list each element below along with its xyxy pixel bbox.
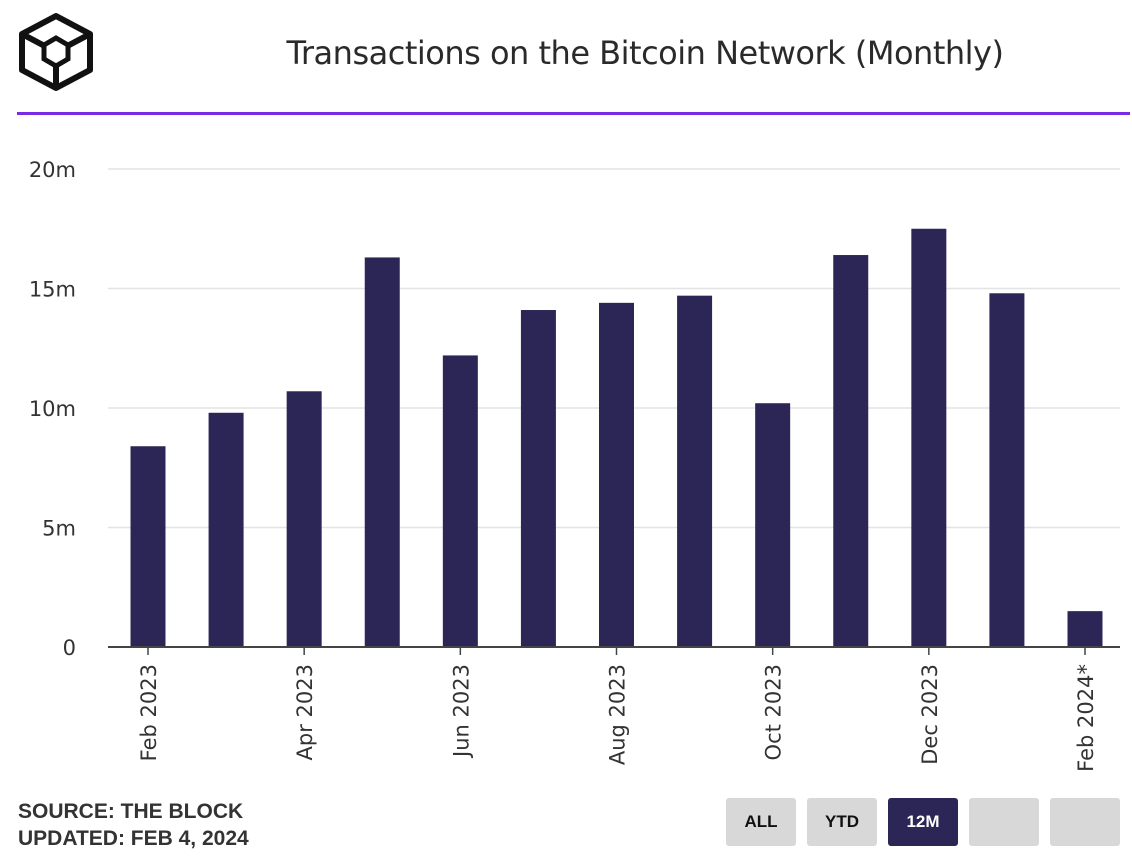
bar-chart: 0 5m 10m 15m 20m Feb 2023 Apr 2023 Jun 2023 Aug … <box>29 158 1120 772</box>
y-tick-label: 10m <box>29 397 76 421</box>
range-button-extra-1[interactable] <box>969 798 1039 846</box>
updated-text: UPDATED: FEB 4, 2024 <box>18 827 249 850</box>
x-tick-label: Feb 2024* <box>1074 664 1098 772</box>
bar-dec-2023[interactable] <box>911 228 947 647</box>
range-button-ytd[interactable]: YTD <box>807 798 877 846</box>
bar-jul-2023[interactable] <box>520 310 556 647</box>
range-button-extra-2[interactable] <box>1050 798 1120 846</box>
x-tick-label: Dec 2023 <box>918 664 942 765</box>
source-text: SOURCE: THE BLOCK <box>18 800 244 823</box>
bar-jan-2024[interactable] <box>989 293 1025 647</box>
bar-apr-2023[interactable] <box>286 391 322 647</box>
range-button-12m[interactable]: 12M <box>888 798 958 846</box>
y-tick-label: 15m <box>29 278 76 302</box>
bar-aug-2023[interactable] <box>599 302 634 647</box>
x-tick-label: Oct 2023 <box>762 664 786 760</box>
bar-feb-2023[interactable] <box>130 446 166 647</box>
bar-sep-2023[interactable] <box>677 295 713 647</box>
bar-may-2023[interactable] <box>364 257 400 647</box>
chart-header: Transactions on the Bitcoin Network (Mon… <box>0 0 1132 115</box>
x-tick-label: Feb 2023 <box>137 664 161 761</box>
bar-nov-2023[interactable] <box>833 255 869 648</box>
the-block-cube-logo-icon <box>19 13 93 91</box>
y-tick-label: 0 <box>63 636 76 660</box>
range-button-all[interactable]: ALL <box>726 798 796 846</box>
y-tick-label: 20m <box>29 158 76 182</box>
x-tick-label: Apr 2023 <box>293 664 317 760</box>
chart-title: Transactions on the Bitcoin Network (Mon… <box>286 34 1004 72</box>
footer-source: SOURCE: THE BLOCK UPDATED: FEB 4, 2024 <box>18 798 249 852</box>
x-tick-label: Jun 2023 <box>449 664 473 759</box>
x-tick-label: Aug 2023 <box>606 664 630 765</box>
bar-oct-2023[interactable] <box>755 403 791 647</box>
y-tick-label: 5m <box>42 517 76 541</box>
header-divider <box>17 112 1130 115</box>
bar-jun-2023[interactable] <box>442 355 478 647</box>
bar-feb-2024[interactable] <box>1067 611 1103 647</box>
bar-mar-2023[interactable] <box>208 412 244 647</box>
